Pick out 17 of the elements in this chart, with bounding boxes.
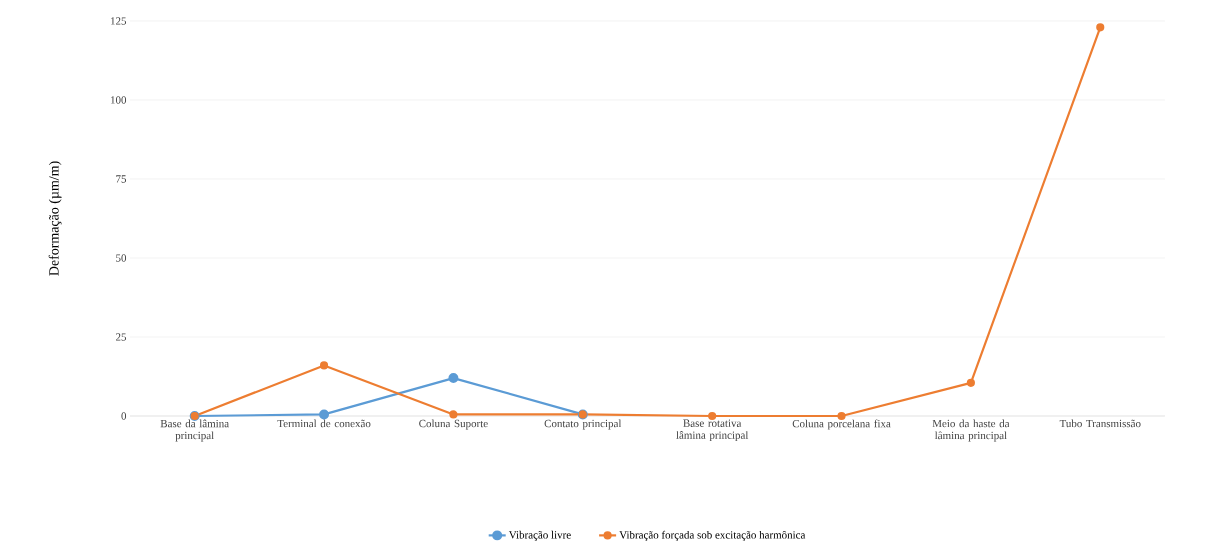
y-tick-label: 125 <box>111 17 127 25</box>
x-tick-label: Terminal de conexão <box>277 419 371 428</box>
y-tick-label: 100 <box>111 96 127 104</box>
y-tick-label: 0 <box>121 412 127 420</box>
x-tick-label: Base da lâmina principal <box>160 419 229 442</box>
legend-label: Vibração livre <box>508 530 571 541</box>
x-tick-label: Contato principal <box>544 419 622 430</box>
y-tick-label: 25 <box>116 333 127 341</box>
x-tick-label: Meio da haste da lâmina principal <box>932 419 1010 442</box>
x-tick-label: Tubo Transmissão <box>1059 419 1141 428</box>
y-axis-title: Deformação (µm/m) <box>48 161 62 276</box>
y-tick-label: 75 <box>116 175 127 183</box>
legend-label: Vibração forçada sob excitação harmônica <box>619 530 806 541</box>
x-tick-label: Coluna Suporte <box>419 419 488 430</box>
y-tick-label: 50 <box>116 254 127 262</box>
x-tick-label: Coluna porcelana fixa <box>792 419 891 430</box>
x-tick-label: Base rotativa lâmina principal <box>676 419 749 442</box>
